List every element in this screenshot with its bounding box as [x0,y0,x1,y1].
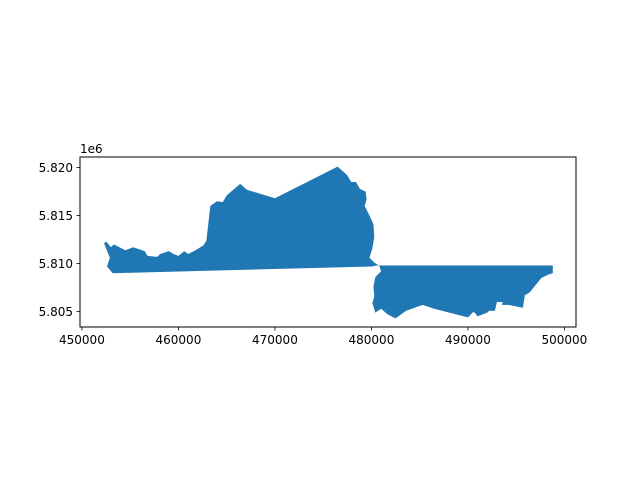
y-tick-label: 5.805 [39,305,73,319]
axes-frame [79,156,577,328]
x-tick-label: 500000 [542,333,588,347]
y-tick-label: 5.815 [39,209,73,223]
y-tick-label: 5.810 [39,257,73,271]
x-tick-label: 450000 [59,333,105,347]
x-tick-label: 470000 [252,333,298,347]
y-axis-offset-label: 1e6 [80,142,103,156]
region-polygon [104,166,553,319]
y-tick-label: 5.820 [39,161,73,175]
x-tick-label: 460000 [156,333,202,347]
y-axis: 5.805 5.810 5.815 5.820 [39,161,80,319]
x-tick-label: 490000 [445,333,491,347]
x-tick-label: 480000 [349,333,395,347]
x-axis: 450000 460000 470000 480000 490000 500000 [59,327,587,347]
plot-area [79,156,577,328]
